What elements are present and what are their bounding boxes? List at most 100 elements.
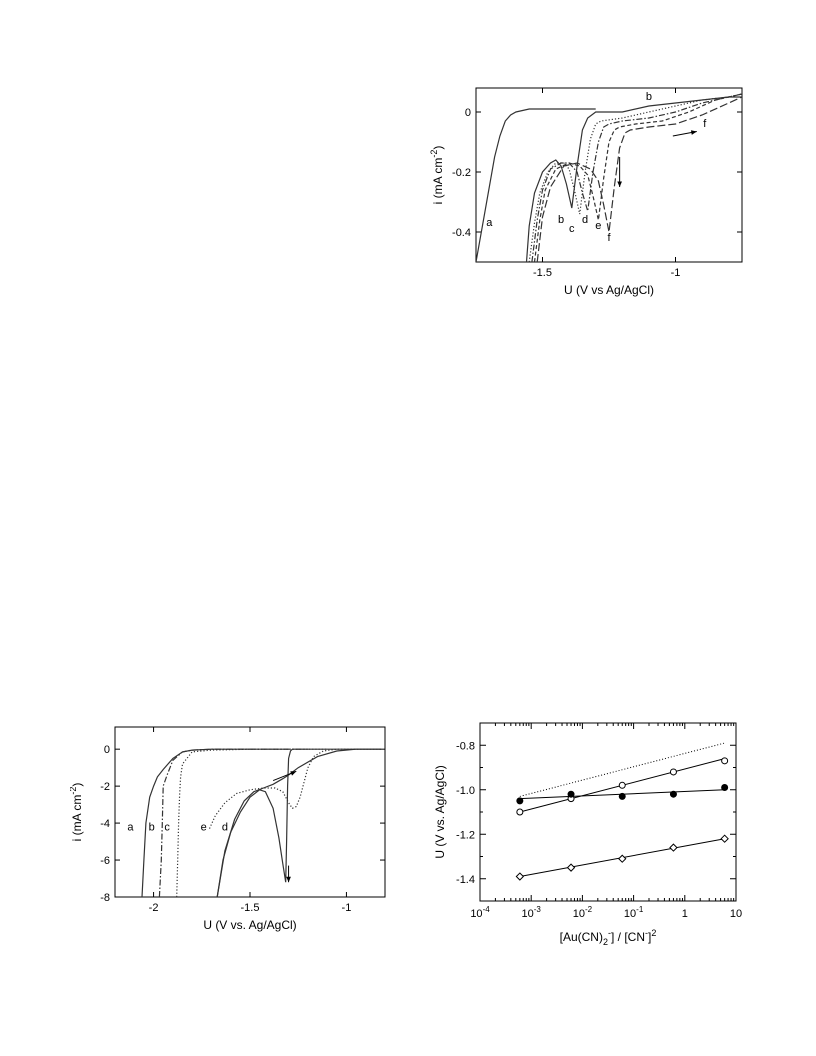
y-tick-label: -2 [100, 781, 110, 793]
x-axis-label-part: ] / [CN [611, 930, 645, 944]
x-tick-base: 10 [470, 908, 482, 920]
x-tick-base: 10 [573, 908, 585, 920]
y-tick-label: -0.2 [452, 167, 471, 179]
y-axis-label: i (mA cm-2) [429, 146, 445, 205]
x-tick-label: -1.5 [533, 267, 552, 279]
data-point-filled-circle [721, 784, 729, 792]
potential-log-chart: 10-4 10-3 10-2 10-1 1 10-0.8-1.0-1.2-1.4[Au(C… [433, 722, 742, 947]
plot-frame [475, 87, 743, 263]
arrow-head [690, 130, 697, 135]
curve-label-d: d [222, 821, 228, 833]
data-point-open-diamond [515, 872, 525, 881]
x-axis-label-part: 2 [603, 937, 608, 947]
curve-label-b: b [149, 821, 155, 833]
curve-label-a: a [486, 217, 493, 229]
chart-top-right: -1.5 -1 0 -0.2 -0.4 a b c d e f b f U (V vs Ag/AgCl) i… [420, 80, 750, 310]
y-tick-label: -4 [100, 818, 110, 830]
chart-bottom-left: -2 -1.5 -1 0 -2 -4 -6 -8 a b c e d U (V vs. Ag/AgCl) i… [68, 715, 400, 945]
plot-frame [114, 726, 386, 898]
x-tick-base: 10 [730, 908, 742, 920]
series-curve-c [176, 748, 328, 897]
x-axis-label-part: - [645, 928, 648, 938]
y-tick-label: -6 [100, 855, 110, 867]
series-curve-e [533, 93, 742, 262]
y-tick-label: 0 [104, 744, 110, 756]
y-axis-label-sup: -2 [429, 150, 439, 158]
curve-label-e: e [595, 220, 601, 232]
x-tick-base: 10 [624, 908, 636, 920]
curve-label-f: f [607, 232, 611, 244]
y-axis-label: U (V vs. Ag/AgCl) [433, 765, 447, 858]
x-tick-label: 10-1 [624, 905, 644, 920]
data-point-open-circle [669, 768, 677, 776]
series-curve-d [216, 748, 382, 897]
y-axis-label-main: i (mA cm [431, 158, 445, 205]
arrow-head [617, 181, 622, 187]
x-axis-label: [Au(CN)2-] / [CN-]2 [560, 928, 657, 947]
y-tick-label: -0.4 [452, 227, 471, 239]
data-point-filled-circle [567, 790, 575, 798]
x-axis-label-part: [Au(CN) [560, 930, 603, 944]
series-curve-a [141, 748, 289, 897]
arrow-head [286, 876, 291, 883]
y-tick-label: -8 [100, 892, 110, 904]
series-curve-d [531, 93, 742, 262]
data-point-open-diamond [669, 843, 678, 852]
x-axis-label-part: ] [648, 930, 651, 944]
y-axis-label-main: i (mA cm [70, 795, 84, 842]
data-point-open-diamond [566, 863, 576, 872]
series-curve-e [208, 748, 382, 829]
curve-label-a: a [127, 821, 134, 833]
y-axis-label-sup: -2 [70, 787, 78, 795]
x-tick-label: -1 [671, 267, 681, 279]
series-curve-c [528, 93, 742, 262]
x-tick-exp: -4 [483, 905, 491, 914]
x-tick-label: -1 [342, 902, 352, 914]
series-curve-f [536, 96, 742, 262]
x-axis-label: U (V vs. Ag/AgCl) [203, 918, 296, 932]
series-curve-a [476, 108, 596, 262]
reference-dotted-line [519, 742, 725, 797]
x-tick-label: 1 [682, 908, 688, 920]
x-tick-label: -1.5 [241, 902, 260, 914]
chart-bottom-right: 10-4 10-3 10-2 10-1 1 10 -0.8 -1.0 -1.2 -1.4 [Au(C… [430, 715, 760, 955]
series-curve-d-return [216, 748, 382, 897]
data-point-open-diamond [720, 834, 729, 843]
x-tick-label: 10-2 [573, 905, 593, 920]
series-curve-b [525, 96, 742, 262]
curve-label-e: e [201, 821, 207, 833]
x-tick-exp: -3 [534, 905, 542, 914]
data-point-filled-circle [669, 790, 677, 798]
y-tick-label: -1.4 [456, 874, 475, 886]
y-tick-label: -0.8 [456, 740, 475, 752]
x-axis-label: U (V vs Ag/AgCl) [564, 283, 654, 297]
curve-label-b: b [558, 214, 564, 226]
x-tick-exp: -1 [636, 905, 644, 914]
data-point-filled-circle [516, 797, 524, 805]
y-axis-label: i (mA cm-2) [70, 783, 84, 842]
series-group [141, 748, 382, 897]
x-tick-base: 10 [522, 908, 534, 920]
data-point-open-circle [721, 757, 729, 765]
data-point-open-diamond [618, 854, 627, 863]
curve-label-f: f [703, 118, 707, 130]
x-axis-label-part: 2 [651, 928, 656, 938]
arrow-head [290, 771, 297, 776]
data-point-filled-circle [618, 792, 626, 800]
data-point-open-circle [618, 781, 626, 789]
y-tick-label: 0 [465, 107, 471, 119]
series-group [476, 93, 742, 262]
x-tick-exp: -2 [585, 905, 593, 914]
y-tick-label: -1.0 [456, 785, 475, 797]
curve-label-c: c [164, 821, 170, 833]
x-tick-label: -2 [149, 902, 159, 914]
curve-label-d: d [582, 214, 588, 226]
x-tick-label: 10 [730, 908, 742, 920]
data-point-open-circle [516, 808, 524, 816]
curve-label-c: c [569, 223, 575, 235]
y-axis-label-end: ) [70, 783, 84, 787]
curve-label-b: b [646, 91, 652, 103]
x-tick-label: 10-3 [522, 905, 542, 920]
x-tick-label: 10-4 [470, 905, 490, 920]
